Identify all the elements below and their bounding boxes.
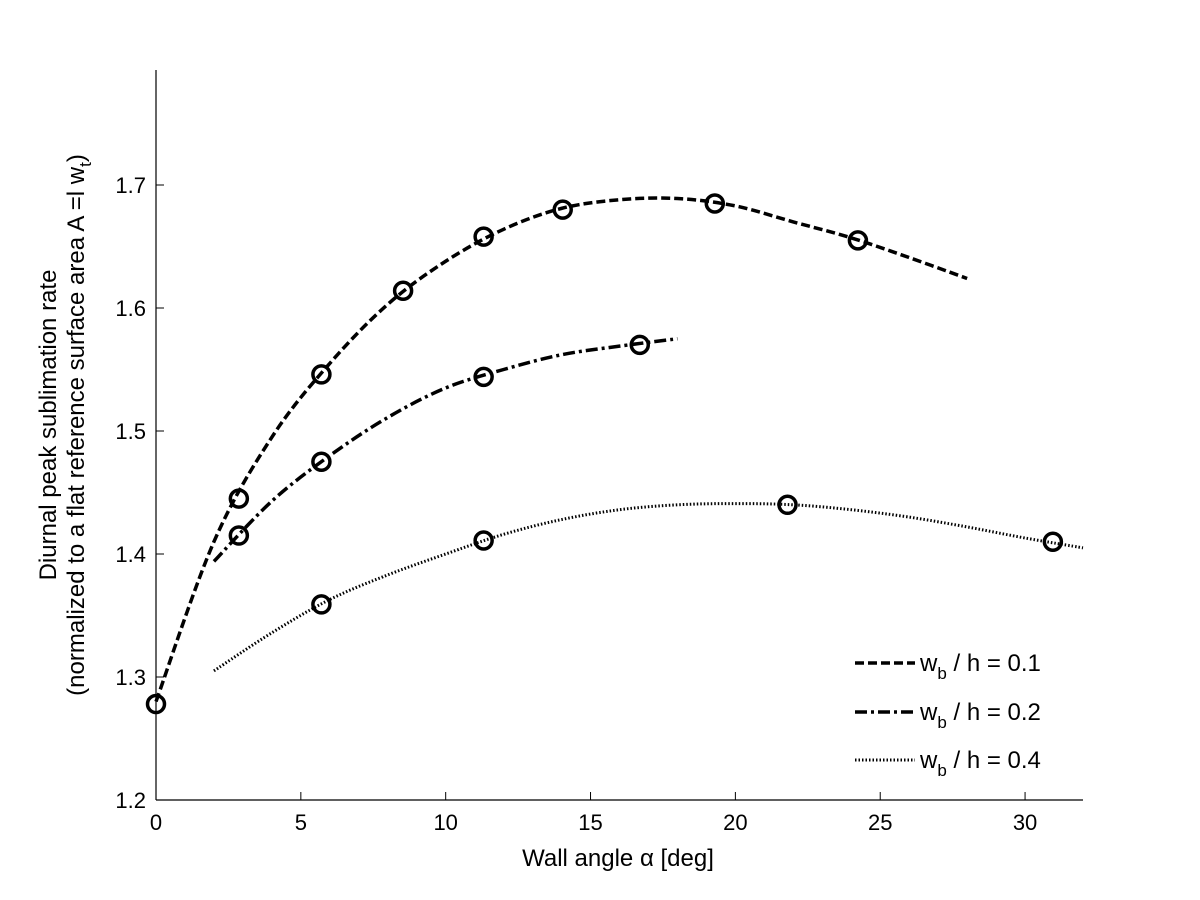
y-tick-label: 1.2 [115, 788, 146, 813]
y-tick-label: 1.4 [115, 542, 146, 567]
series-1-marker [552, 199, 573, 220]
legend-label-1: wb / h = 0.1 [919, 650, 1041, 683]
series-3-marker [1042, 531, 1064, 552]
series-1-marker [228, 488, 250, 509]
x-tick-label: 10 [433, 810, 457, 835]
y-axis-label-line2: (normalized to a flat reference surface … [63, 154, 95, 696]
x-tick-label: 5 [295, 810, 307, 835]
x-tick-label: 25 [868, 810, 892, 835]
series-2-marker [228, 525, 250, 546]
series-3-marker [311, 594, 332, 615]
legend-label-rest: / h = 0.4 [947, 747, 1041, 774]
series-2-marker [629, 334, 651, 356]
legend-label-main: w [919, 650, 938, 677]
series-2-marker [473, 366, 494, 388]
series-3-marker [473, 530, 494, 551]
series-1-marker [847, 230, 869, 251]
series-3-marker [777, 494, 798, 516]
x-tick-label: 15 [578, 810, 602, 835]
series-1-marker [473, 226, 494, 247]
y-tick-label: 1.6 [115, 296, 146, 321]
y-tick-label: 1.7 [115, 173, 146, 198]
x-tick-label: 20 [723, 810, 747, 835]
x-tick-label: 0 [150, 810, 162, 835]
legend-label-sub: b [937, 761, 946, 780]
legend-label-sub: b [937, 713, 946, 732]
legend-label-main: w [919, 699, 938, 726]
series-1-marker [311, 364, 332, 385]
axes-layer: 0 5 10 15 20 25 30 1.2 1.3 1.4 1.5 1.6 1.7 [115, 70, 1083, 835]
y-tick-label: 1.3 [115, 665, 146, 690]
y-axis-label-line1: Diurnal peak sublimation rate [35, 270, 62, 581]
legend-label-rest: / h = 0.2 [947, 699, 1041, 726]
series-1-marker [704, 193, 726, 214]
legend-label-2: wb / h = 0.2 [919, 699, 1041, 732]
series-3-line [213, 502, 1084, 673]
series-2-line [212, 337, 678, 563]
series-2-marker [311, 451, 332, 472]
x-tick-label: 30 [1013, 810, 1037, 835]
y-axis-label-line2-prefix: (normalized to a flat reference surface … [63, 166, 90, 696]
legend-label-main: w [919, 747, 938, 774]
y-axis-label-line2-sub: t [76, 162, 95, 167]
y-tick-label: 1.5 [115, 419, 146, 444]
legend-label-sub: b [937, 664, 946, 683]
legend-label-rest: / h = 0.1 [947, 650, 1041, 677]
series-1-marker [392, 280, 414, 302]
y-axis-label-line2-suffix: ) [63, 154, 90, 162]
series-1-line [154, 196, 968, 703]
legend: wb / h = 0.1wb / h = 0.2wb / h = 0.4 [855, 650, 1041, 780]
legend-label-3: wb / h = 0.4 [919, 747, 1041, 780]
x-axis-label: Wall angle α [deg] [522, 845, 714, 872]
plot-layer [145, 193, 1084, 715]
